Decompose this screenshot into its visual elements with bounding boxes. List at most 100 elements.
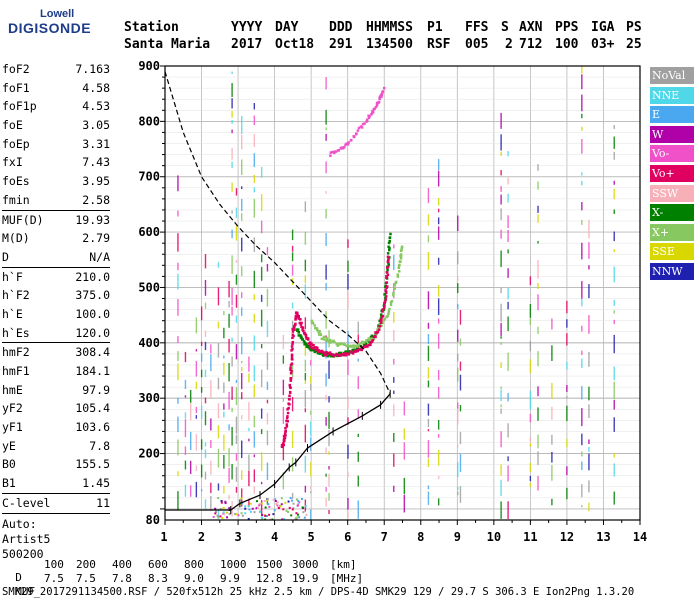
param-row-yf1: yF1 103.6 (2, 418, 110, 437)
echo-point-vo (343, 145, 346, 149)
param-key: foEs (2, 174, 30, 189)
legend-item-x: X- (650, 204, 694, 222)
echo-point-x (302, 339, 306, 343)
echo-point-vo (290, 349, 293, 352)
param-row-hf: h`F 210.0 (2, 268, 110, 287)
noise-dot (295, 518, 298, 521)
echo-point-vo (283, 436, 287, 440)
x-tick-label: 3 (234, 530, 241, 544)
echo-point-vo (381, 314, 385, 318)
echo-point-x (310, 319, 314, 323)
param-value: N/A (89, 249, 110, 264)
echo-point-vo (362, 345, 366, 349)
param-row-hf2: h`F2 375.0 (2, 286, 110, 305)
param-value: 97.9 (82, 382, 110, 397)
footer-distance-unit: [km] (330, 558, 357, 571)
footer-distance-value: 3000 (292, 558, 319, 571)
echo-point-vo (291, 336, 294, 340)
noise-dot (261, 513, 264, 516)
header-label-day: DAY (275, 20, 299, 35)
y-tick-label: 800 (138, 114, 160, 128)
legend-item-ssw: SSW (650, 184, 694, 202)
echo-point-vo (366, 345, 369, 348)
footer-distance-value: 200 (76, 558, 96, 571)
noise-dot (249, 502, 252, 505)
echo-point-vo (333, 150, 336, 153)
echo-point-x (380, 324, 383, 327)
noise-dot (295, 517, 298, 520)
param-value: 155.5 (75, 457, 110, 472)
noise-dot (280, 503, 283, 506)
echo-point-x (369, 337, 373, 340)
echo-point-vo (325, 353, 329, 357)
echo-point-x (322, 354, 325, 357)
noise-dot (258, 510, 261, 513)
echo-point-vo (361, 122, 365, 126)
echo-point-x (297, 334, 301, 337)
param-value: 210.0 (75, 269, 110, 284)
echo-point-x (311, 321, 315, 325)
echo-point-x (388, 248, 391, 252)
echo-point-x (386, 314, 389, 318)
echo-point-vo (304, 335, 308, 339)
echo-point-vo (308, 341, 312, 344)
footer-distance-row: D (2, 558, 22, 584)
header-label-year: YYYY (231, 20, 263, 35)
noise-dot (258, 502, 261, 505)
echo-point-vo (318, 350, 321, 353)
noise-dot (284, 501, 287, 504)
noise-dot (292, 502, 295, 505)
echo-point-vo (383, 300, 387, 303)
y-tick-label: 600 (138, 225, 160, 239)
echo-point-vo (328, 351, 332, 355)
echo-point-x (386, 268, 389, 272)
echo-point-vo (288, 394, 291, 398)
echo-point-x (387, 263, 391, 267)
noise-dot (288, 506, 291, 509)
echo-point-x (378, 319, 382, 323)
echo-point-vo (380, 92, 384, 96)
echo-point-x (387, 312, 390, 316)
echo-point-x (359, 342, 363, 345)
echo-point-vo (285, 425, 289, 428)
echo-point-vo (386, 273, 390, 277)
echo-point-vo (356, 349, 360, 353)
x-tick-label: 14 (633, 530, 647, 544)
x-tick-label: 8 (417, 530, 424, 544)
param-row-fof2: foF2 7.163 (2, 60, 110, 79)
echo-point-x (366, 339, 370, 342)
echo-point-x (322, 338, 326, 341)
param-value: 11 (96, 495, 110, 510)
echo-point-x (394, 280, 398, 284)
noise-dot (255, 507, 258, 510)
param-key: foF1p (2, 99, 37, 114)
echo-point-x (301, 338, 304, 341)
echo-point-x (384, 284, 388, 288)
noise-dot (249, 510, 252, 513)
echo-point-vo (293, 324, 296, 328)
noise-dot (264, 514, 267, 517)
param-key: h`F (2, 269, 23, 284)
noise-dot (300, 497, 303, 500)
echo-point-vo (374, 335, 377, 339)
param-row-clevel: C-level 11 (2, 494, 110, 513)
echo-point-x (384, 296, 387, 300)
noise-dot (298, 501, 301, 504)
echo-point-vo (384, 291, 388, 295)
echo-point-vo (304, 333, 308, 337)
param-row-b1: B1 1.45 (2, 474, 110, 493)
footer-muf-unit: [MHz] (330, 572, 364, 585)
autoscale-line: 500200 (2, 547, 110, 562)
echo-point-x (362, 342, 366, 346)
noise-dot (279, 505, 282, 508)
param-row-fmin: fmin 2.58 (2, 191, 110, 210)
param-row-he: h`E 100.0 (2, 305, 110, 324)
echo-point-vo (336, 353, 339, 357)
echo-point-vo (300, 321, 303, 325)
header-value-day: Oct18 (275, 37, 315, 52)
noise-dot (240, 512, 243, 515)
noise-dot (302, 511, 305, 514)
echo-point-x (399, 260, 402, 263)
noise-dot (241, 514, 244, 517)
parameter-group-profile: hmF2 308.4 hmF1 184.1 hmE 97.9 yF2 105.4 yF1 103.… (2, 343, 110, 493)
